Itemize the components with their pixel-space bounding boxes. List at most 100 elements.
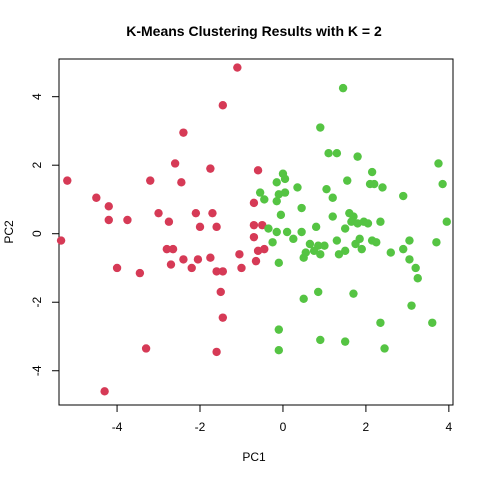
data-point-cluster-2 [320,241,329,250]
data-point-cluster-1 [206,164,215,173]
data-point-cluster-2 [334,250,344,259]
data-point-cluster-2 [280,174,290,184]
data-point-cluster-2 [340,246,350,256]
data-point-cluster-2 [399,244,408,254]
data-point-cluster-1 [56,236,66,245]
data-point-cluster-1 [135,268,145,278]
data-point-cluster-2 [314,241,323,250]
data-point-cluster-1 [193,255,203,264]
data-point-cluster-1 [187,263,196,273]
x-tick-label: -2 [195,420,206,434]
data-point-cluster-1 [123,215,132,225]
data-point-cluster-1 [179,128,188,137]
data-point-cluster-2 [268,238,277,247]
data-point-cluster-2 [328,193,337,202]
y-tick-label: -4 [30,365,44,376]
data-point-cluster-2 [363,219,373,228]
y-axis: -4 -2 0 2 4 [30,93,60,376]
data-point-cluster-2 [301,248,310,257]
data-point-cluster-1 [104,202,113,211]
data-point-cluster-2 [297,227,306,237]
data-point-cluster-2 [276,210,286,220]
x-tick-label: -4 [112,420,123,434]
data-point-cluster-2 [386,248,395,257]
data-point-cluster-2 [316,250,325,259]
data-point-cluster-2 [322,184,331,194]
data-point-cluster-2 [314,287,323,297]
data-point-cluster-2 [438,179,447,189]
data-point-cluster-2 [293,183,302,192]
data-point-cluster-2 [316,123,325,132]
data-point-cluster-2 [280,188,290,197]
data-point-cluster-2 [405,255,414,264]
data-point-cluster-1 [154,208,163,218]
data-point-cluster-2 [332,236,342,245]
data-point-cluster-2 [338,83,348,93]
data-point-cluster-1 [218,267,228,276]
data-point-cluster-2 [289,234,298,244]
data-point-cluster-2 [405,236,414,245]
data-point-cluster-2 [340,337,350,346]
data-point-cluster-1 [260,244,269,254]
data-points [56,63,451,396]
data-point-cluster-1 [92,193,101,202]
data-point-cluster-1 [195,222,205,232]
data-point-cluster-2 [274,325,284,334]
data-point-cluster-1 [208,208,217,218]
data-point-cluster-1 [258,220,267,230]
y-axis-label: PC2 [2,220,16,244]
data-point-cluster-2 [434,159,443,168]
y-tick-label: 0 [30,230,44,237]
data-point-cluster-1 [235,250,244,259]
y-tick-label: -2 [30,297,44,308]
data-point-cluster-1 [100,387,109,396]
data-point-cluster-2 [264,224,273,233]
data-point-cluster-2 [367,167,377,177]
data-point-cluster-1 [212,267,221,276]
data-point-cluster-1 [218,101,228,110]
data-point-cluster-1 [249,198,259,208]
data-point-cluster-2 [399,191,408,201]
data-point-cluster-1 [233,63,242,72]
data-point-cluster-2 [299,294,308,304]
data-point-cluster-1 [177,178,186,187]
x-tick-label: 0 [280,420,287,434]
data-point-cluster-2 [272,196,281,206]
data-point-cluster-1 [104,215,113,225]
data-point-cluster-1 [63,176,72,185]
x-tick-label: 4 [446,420,453,434]
data-point-cluster-2 [432,238,441,247]
data-point-cluster-1 [179,255,188,264]
data-point-cluster-2 [272,178,281,187]
x-axis-label: PC1 [242,450,266,464]
data-point-cluster-2 [311,222,321,232]
data-point-cluster-2 [407,301,416,310]
data-point-cluster-2 [428,318,437,327]
x-tick-label: 2 [363,420,370,434]
data-point-cluster-2 [380,344,389,353]
data-point-cluster-1 [212,222,221,232]
data-point-cluster-2 [355,234,364,244]
plot-frame [58,58,454,406]
data-point-cluster-1 [141,344,151,353]
data-point-cluster-1 [164,217,174,226]
data-point-cluster-2 [297,203,306,213]
data-point-cluster-2 [376,318,385,327]
data-point-cluster-2 [376,217,385,226]
data-point-cluster-2 [328,212,337,221]
data-point-cluster-2 [353,152,362,161]
data-point-cluster-2 [340,224,350,233]
data-point-cluster-1 [162,244,172,254]
data-point-cluster-1 [253,166,263,175]
data-point-cluster-2 [343,176,352,185]
data-point-cluster-2 [411,263,420,273]
data-point-cluster-2 [332,149,342,158]
data-point-cluster-2 [305,239,315,249]
data-point-cluster-2 [349,289,358,298]
data-point-cluster-2 [370,179,379,189]
data-point-cluster-1 [251,256,261,266]
data-point-cluster-2 [357,244,366,254]
data-point-cluster-2 [260,195,269,204]
data-point-cluster-2 [274,258,284,268]
